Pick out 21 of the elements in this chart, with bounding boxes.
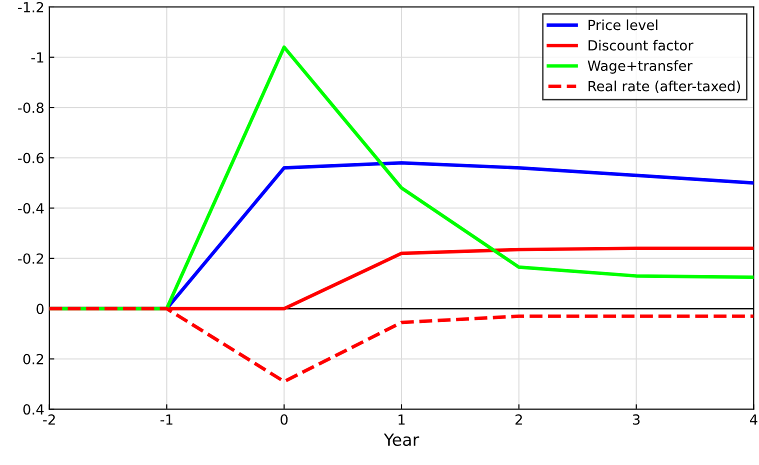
y-tick-label: 0.2 (23, 354, 44, 364)
x-tick-label: 2 (516, 414, 522, 425)
x-tick-label: 0 (280, 414, 288, 425)
legend-label: Real rate (after-taxed) (588, 80, 740, 94)
x-tick-label: 4 (750, 414, 758, 425)
y-tick-label: -0.2 (18, 253, 44, 264)
x-tick-label: -2 (43, 414, 55, 425)
x-axis-title: Year (384, 434, 420, 446)
y-tick-label: -0.6 (18, 152, 44, 164)
x-tick-label: -1 (160, 414, 172, 425)
y-tick-label: -1.2 (18, 2, 44, 12)
x-tick-label: 1 (398, 414, 405, 425)
y-tick-label: -0.4 (18, 203, 44, 214)
x-tick-label: 3 (632, 414, 640, 425)
y-tick-label: 0 (36, 304, 44, 314)
legend-label: Price level (588, 19, 658, 30)
y-tick-label: -0.8 (18, 102, 44, 114)
legend-label: Wage+transfer (588, 60, 692, 74)
y-tick-label: 0.4 (23, 404, 44, 415)
legend-label: Discount factor (588, 40, 694, 51)
y-tick-label: -1 (31, 52, 44, 63)
